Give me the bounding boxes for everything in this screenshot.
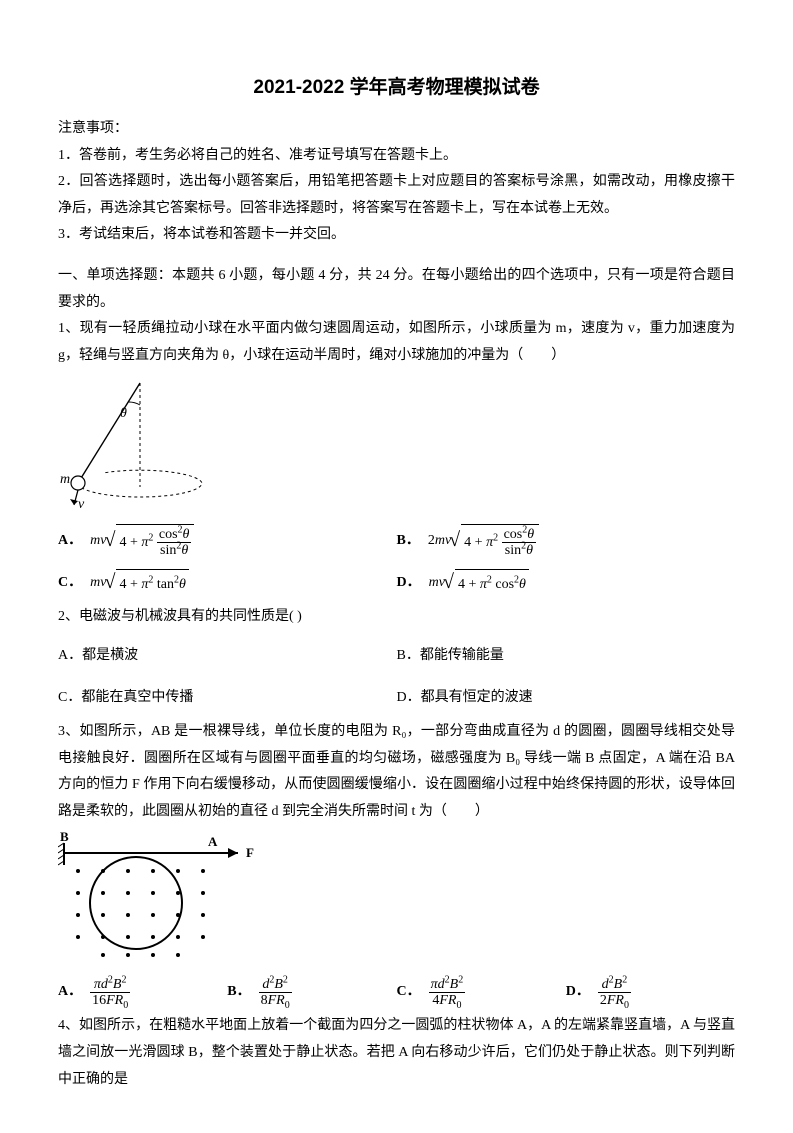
- section1-intro: 一、单项选择题：本题共 6 小题，每小题 4 分，共 24 分。在每小题给出的四…: [58, 263, 735, 316]
- q3-opt-d-label: D．: [566, 979, 590, 1006]
- q2-opt-b-text: B．都能传输能量: [397, 643, 504, 670]
- q1-options: A． mv 4 + π2 cos2θsin2θ B． 2mv 4 + π2 co…: [58, 520, 735, 604]
- q2-options: A．都是横波 B．都能传输能量 C．都能在真空中传播 D．都具有恒定的波速: [58, 635, 735, 719]
- q2-opt-c-text: C．都能在真空中传播: [58, 685, 193, 712]
- q3-opt-c: C． πd2B24FR0: [397, 971, 566, 1013]
- q1-opt-b-label: B．: [397, 528, 420, 555]
- q3-stem: 3、如图所示，AB 是一根裸导线，单位长度的电阻为 R₀，一部分弯曲成直径为 d…: [58, 719, 735, 825]
- q1-opt-a-label: A．: [58, 528, 82, 555]
- q1-stem: 1、现有一轻质绳拉动小球在水平面内做匀速圆周运动，如图所示，小球质量为 m，速度…: [58, 316, 735, 369]
- fig1-m-label: m: [60, 472, 70, 487]
- fig1-v-label: v: [78, 497, 85, 510]
- q2-opt-a: A．都是横波: [58, 635, 397, 677]
- q3-opt-a-label: A．: [58, 979, 82, 1006]
- q3-opt-c-label: C．: [397, 979, 421, 1006]
- notice-item-2: 2．回答选择题时，选出每小题答案后，用铅笔把答题卡上对应题目的答案标号涂黑，如需…: [58, 169, 735, 222]
- q3-opt-d: D． d2B22FR0: [566, 971, 735, 1013]
- q2-opt-b: B．都能传输能量: [397, 635, 736, 677]
- notice-item-1: 1．答卷前，考生务必将自己的姓名、准考证号填写在答题卡上。: [58, 143, 735, 170]
- q1-opt-b: B． 2mv 4 + π2 cos2θsin2θ: [397, 520, 736, 562]
- q1-opt-c: C． mv 4 + π2 tan2θ: [58, 562, 397, 604]
- q2-opt-d: D．都具有恒定的波速: [397, 677, 736, 719]
- q3-opt-b-label: B．: [227, 979, 250, 1006]
- q2-opt-a-text: A．都是横波: [58, 643, 138, 670]
- fig2-f-label: F: [246, 845, 254, 860]
- fig1-theta-label: θ: [120, 406, 127, 421]
- q1-opt-c-label: C．: [58, 570, 82, 597]
- q1-figure: θ m v: [58, 375, 735, 510]
- q2-opt-d-text: D．都具有恒定的波速: [397, 685, 533, 712]
- notice-heading: 注意事项：: [58, 116, 735, 143]
- notice-item-3: 3．考试结束后，将本试卷和答题卡一并交回。: [58, 222, 735, 249]
- q1-opt-a: A． mv 4 + π2 cos2θsin2θ: [58, 520, 397, 562]
- q2-opt-c: C．都能在真空中传播: [58, 677, 397, 719]
- page-title: 2021-2022 学年高考物理模拟试卷: [58, 70, 735, 106]
- fig2-b-label: B: [60, 831, 69, 844]
- q3-opt-b: B． d2B28FR0: [227, 971, 396, 1013]
- q1-opt-d-label: D．: [397, 570, 421, 597]
- q3-figure: B A F: [58, 831, 735, 961]
- exam-page: 2021-2022 学年高考物理模拟试卷 注意事项： 1．答卷前，考生务必将自己…: [0, 0, 793, 1133]
- q3-opt-a: A． πd2B216FR0: [58, 971, 227, 1013]
- fig2-a-label: A: [208, 834, 218, 849]
- q3-options: A． πd2B216FR0 B． d2B28FR0 C． πd2B24FR0 D…: [58, 971, 735, 1013]
- q1-opt-d: D． mv 4 + π2 cos2θ: [397, 562, 736, 604]
- q4-stem: 4、如图所示，在粗糙水平地面上放着一个截面为四分之一圆弧的柱状物体 A，A 的左…: [58, 1013, 735, 1093]
- q2-stem: 2、电磁波与机械波具有的共同性质是( ): [58, 604, 735, 631]
